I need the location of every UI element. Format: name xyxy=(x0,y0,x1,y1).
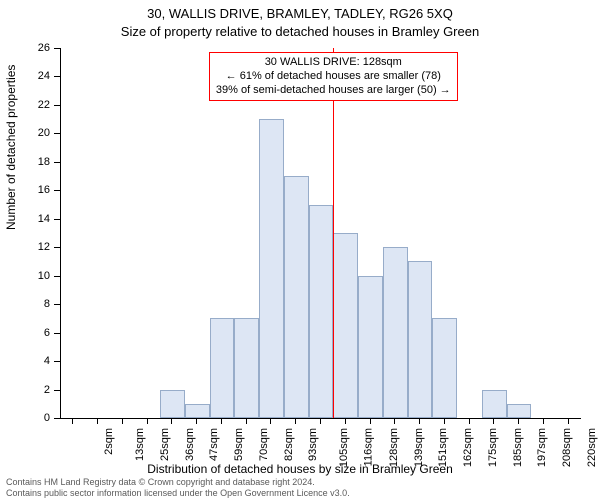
y-tick xyxy=(54,418,60,419)
histogram-bar xyxy=(482,390,507,418)
x-tick-label: 47sqm xyxy=(208,428,220,461)
annotation-line2: ← 61% of detached houses are smaller (78… xyxy=(216,70,451,84)
y-tick xyxy=(54,276,60,277)
histogram-bar xyxy=(333,233,358,418)
y-tick-label: 0 xyxy=(26,412,50,424)
x-tick xyxy=(122,418,123,424)
y-tick xyxy=(54,105,60,106)
y-tick-label: 12 xyxy=(26,241,50,253)
y-tick xyxy=(54,48,60,49)
plot-area: 30 WALLIS DRIVE: 128sqm ← 61% of detache… xyxy=(60,48,581,419)
x-tick xyxy=(419,418,420,424)
histogram-bar xyxy=(507,404,532,418)
y-tick-label: 2 xyxy=(26,384,50,396)
y-tick xyxy=(54,390,60,391)
x-tick xyxy=(97,418,98,424)
histogram-bar xyxy=(309,205,334,418)
y-tick xyxy=(54,162,60,163)
y-tick-label: 10 xyxy=(26,270,50,282)
histogram-bar xyxy=(160,390,185,418)
y-tick-label: 18 xyxy=(26,156,50,168)
chart-title: 30, WALLIS DRIVE, BRAMLEY, TADLEY, RG26 … xyxy=(0,6,600,21)
y-tick-label: 8 xyxy=(26,298,50,310)
footer-line1: Contains HM Land Registry data © Crown c… xyxy=(6,477,350,487)
y-tick xyxy=(54,247,60,248)
chart-subtitle: Size of property relative to detached ho… xyxy=(0,24,600,39)
histogram-bar xyxy=(358,276,383,418)
x-axis-label: Distribution of detached houses by size … xyxy=(0,462,600,476)
reference-line xyxy=(333,48,334,418)
x-tick xyxy=(171,418,172,424)
footer-line2: Contains public sector information licen… xyxy=(6,488,350,498)
y-tick-label: 22 xyxy=(26,99,50,111)
x-tick xyxy=(370,418,371,424)
x-tick-label: 25sqm xyxy=(159,428,171,461)
annotation-line1: 30 WALLIS DRIVE: 128sqm xyxy=(216,56,451,70)
x-tick xyxy=(568,418,569,424)
chart-container: 30, WALLIS DRIVE, BRAMLEY, TADLEY, RG26 … xyxy=(0,0,600,500)
annotation-line3: 39% of semi-detached houses are larger (… xyxy=(216,84,451,98)
x-tick xyxy=(493,418,494,424)
y-tick-label: 20 xyxy=(26,127,50,139)
x-tick xyxy=(518,418,519,424)
y-tick xyxy=(54,333,60,334)
x-tick xyxy=(320,418,321,424)
y-tick xyxy=(54,361,60,362)
x-tick xyxy=(543,418,544,424)
x-tick-label: 2sqm xyxy=(103,428,115,455)
histogram-bar xyxy=(185,404,210,418)
x-tick xyxy=(246,418,247,424)
x-tick xyxy=(394,418,395,424)
y-tick-label: 6 xyxy=(26,327,50,339)
footer-text: Contains HM Land Registry data © Crown c… xyxy=(6,477,350,498)
y-tick xyxy=(54,190,60,191)
y-tick xyxy=(54,133,60,134)
y-tick-label: 26 xyxy=(26,42,50,54)
x-tick xyxy=(196,418,197,424)
x-tick xyxy=(345,418,346,424)
bars-layer xyxy=(61,48,581,418)
annotation-box: 30 WALLIS DRIVE: 128sqm ← 61% of detache… xyxy=(209,52,458,101)
x-tick xyxy=(469,418,470,424)
histogram-bar xyxy=(259,119,284,418)
x-tick xyxy=(221,418,222,424)
x-tick-label: 82sqm xyxy=(283,428,295,461)
histogram-bar xyxy=(408,261,433,418)
y-tick-label: 14 xyxy=(26,213,50,225)
y-tick xyxy=(54,304,60,305)
x-tick xyxy=(444,418,445,424)
histogram-bar xyxy=(234,318,259,418)
y-tick-label: 4 xyxy=(26,355,50,367)
x-tick-label: 116sqm xyxy=(362,428,374,466)
y-tick-label: 16 xyxy=(26,184,50,196)
histogram-bar xyxy=(432,318,457,418)
histogram-bar xyxy=(210,318,235,418)
y-tick xyxy=(54,219,60,220)
x-tick-label: 36sqm xyxy=(184,428,196,461)
x-tick-label: 70sqm xyxy=(258,428,270,461)
x-tick-label: 13sqm xyxy=(134,428,146,461)
x-tick xyxy=(72,418,73,424)
x-tick xyxy=(270,418,271,424)
x-tick-label: 93sqm xyxy=(308,428,320,461)
histogram-bar xyxy=(284,176,309,418)
y-tick xyxy=(54,76,60,77)
y-tick-label: 24 xyxy=(26,70,50,82)
histogram-bar xyxy=(383,247,408,418)
x-tick-label: 59sqm xyxy=(233,428,245,461)
x-tick xyxy=(147,418,148,424)
y-axis-label: Number of detached properties xyxy=(4,65,18,230)
x-tick xyxy=(295,418,296,424)
